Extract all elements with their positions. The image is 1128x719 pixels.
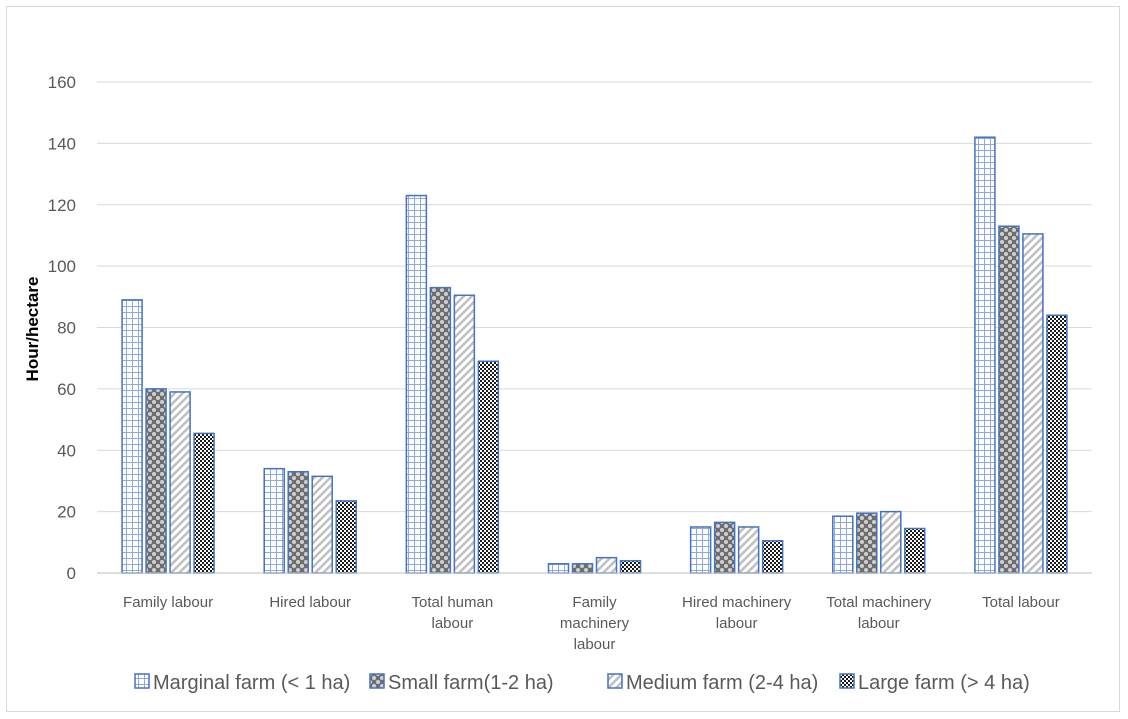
legend-item[interactable]: Large farm (> 4 ha)	[839, 672, 1030, 694]
bar	[595, 556, 618, 574]
bar	[761, 540, 784, 574]
bar	[974, 136, 996, 574]
bar	[429, 286, 452, 574]
legend-label: Medium farm (2-4 ha)	[626, 672, 818, 694]
bar	[547, 563, 570, 574]
bar	[998, 225, 1020, 574]
y-tick-label: 40	[57, 441, 76, 460]
bar	[619, 559, 642, 574]
x-category-label: Total human labour	[411, 594, 493, 632]
legend-label: Large farm (> 4 ha)	[858, 672, 1030, 694]
bar	[145, 388, 167, 574]
bar	[713, 521, 736, 574]
bars	[121, 136, 1068, 574]
bar	[335, 500, 357, 574]
legend-label: Marginal farm (< 1 ha)	[153, 672, 350, 694]
bar	[737, 526, 760, 574]
y-tick-label: 100	[48, 257, 76, 276]
bar	[904, 527, 926, 574]
bar	[832, 515, 854, 574]
bar	[193, 432, 215, 574]
y-tick-label: 120	[48, 196, 76, 215]
bar	[405, 194, 428, 574]
legend-swatch	[134, 673, 150, 689]
bar	[263, 467, 285, 574]
y-tick-label: 0	[67, 564, 76, 583]
bar	[571, 563, 594, 574]
bar	[287, 470, 309, 574]
y-axis-ticks: 0 20 40 60 80 100 120 140 160	[48, 73, 76, 583]
x-category-label: Hired machinery labour	[682, 594, 792, 632]
bar	[856, 512, 878, 574]
x-category-label: Total machinery labour	[826, 594, 932, 632]
bar	[453, 294, 476, 574]
chart-frame	[6, 6, 1120, 712]
bar	[880, 510, 902, 574]
legend-swatch	[369, 673, 385, 689]
legend[interactable]: Marginal farm (< 1 ha) Small farm(1-2 ha)…	[134, 672, 1030, 694]
bar	[1046, 314, 1068, 574]
legend-item[interactable]: Medium farm (2-4 ha)	[607, 672, 818, 694]
bar	[1022, 233, 1044, 574]
x-category-label: Family machinery labour	[560, 594, 630, 653]
y-axis-label: Hour/hectare	[23, 277, 42, 382]
x-category-label: Total labour	[982, 594, 1060, 611]
y-tick-label: 160	[48, 73, 76, 92]
x-category-label: Hired labour	[269, 594, 351, 611]
gridlines	[97, 81, 1092, 513]
y-tick-label: 140	[48, 134, 76, 153]
legend-item[interactable]: Marginal farm (< 1 ha)	[134, 672, 350, 694]
legend-swatch	[839, 673, 855, 689]
bar	[121, 299, 143, 574]
legend-swatch	[607, 673, 623, 689]
legend-item[interactable]: Small farm(1-2 ha)	[369, 672, 554, 694]
y-tick-label: 20	[57, 503, 76, 522]
bar	[689, 526, 712, 574]
bar	[477, 360, 500, 574]
bar	[169, 391, 191, 574]
legend-label: Small farm(1-2 ha)	[388, 672, 554, 694]
bar	[311, 475, 333, 574]
y-tick-label: 60	[57, 380, 76, 399]
y-tick-label: 80	[57, 319, 76, 338]
x-category-label: Family labour	[123, 594, 213, 611]
x-axis-categories: Family labour Hired labour Total human labo…	[123, 594, 1060, 653]
